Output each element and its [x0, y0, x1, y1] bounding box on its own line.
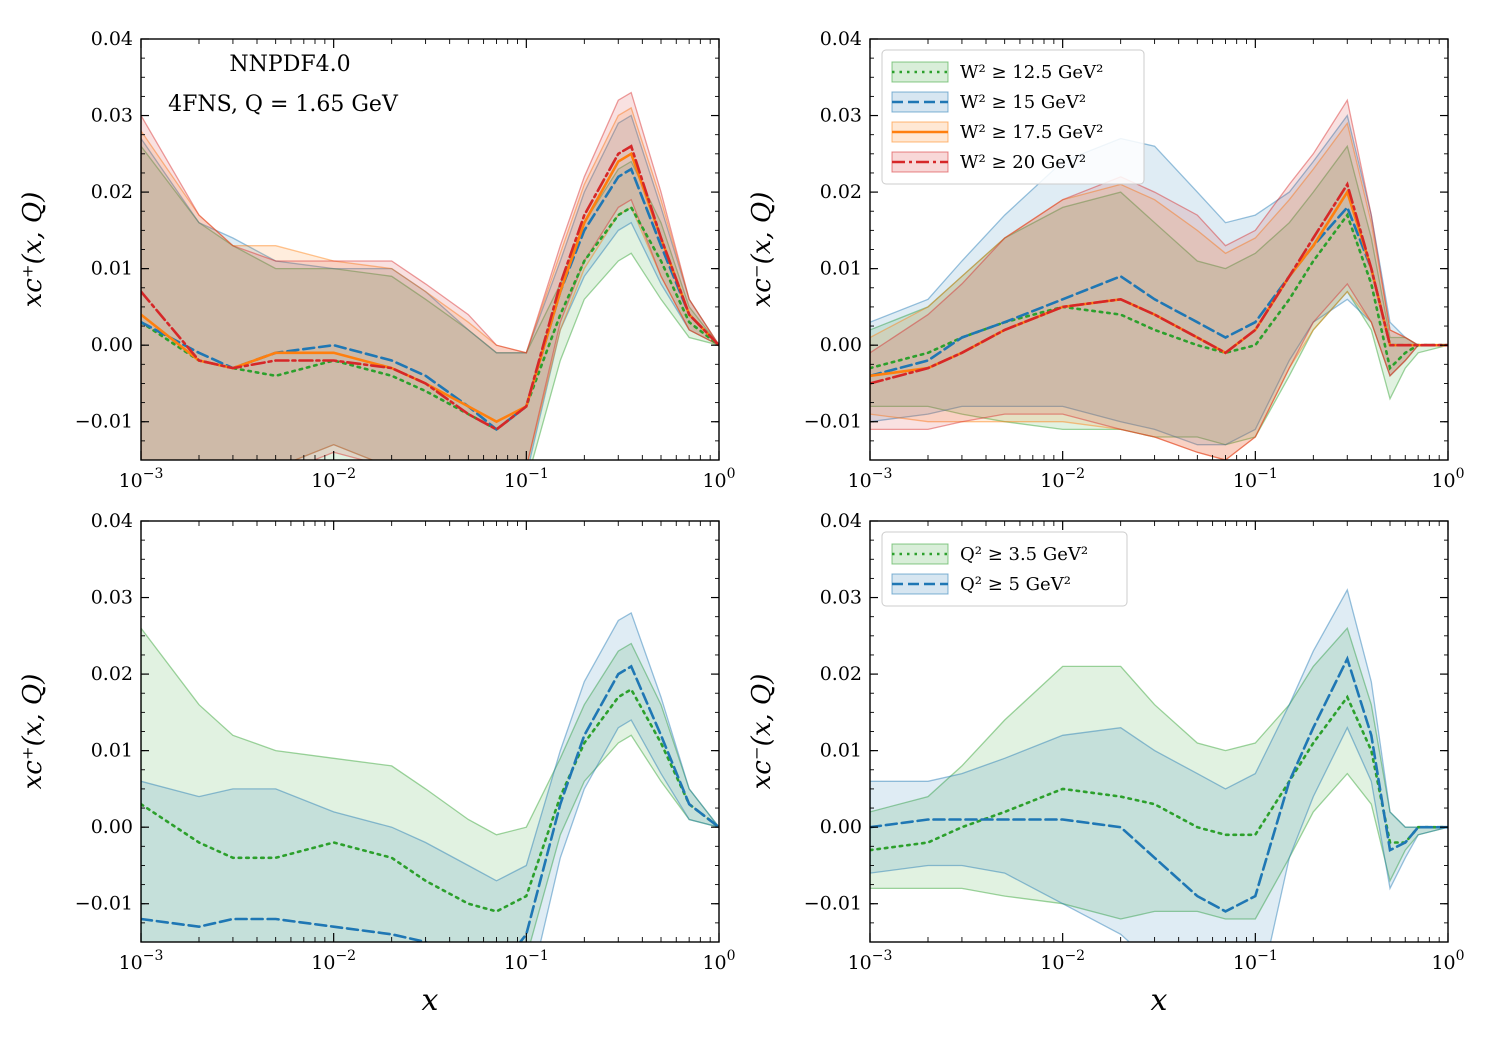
legend-top-right: W² ≥ 12.5 GeV² W² ≥ 15 GeV² W² ≥ 17.5 GeV²…	[881, 49, 1145, 185]
x-tick-label-top-right-2: 10−1	[1233, 466, 1278, 492]
y-tick-label-top-left-0: −0.01	[75, 411, 133, 433]
x-tick-label-bottom-right-3: 100	[1431, 948, 1464, 974]
y-tick-label-top-left-2: 0.01	[91, 258, 133, 280]
y-axis-label-bottom-right: xc⁻(x, Q)	[747, 674, 777, 790]
y-tick-label-bottom-right-3: 0.02	[820, 663, 862, 685]
legend-label-bottom-right-1: Q² ≥ 5 GeV²	[960, 574, 1071, 595]
band-bottom-right-1	[870, 588, 1448, 942]
band-bottom-left-1	[141, 611, 719, 942]
x-tick-label-bottom-left-3: 100	[702, 948, 735, 974]
x-tick-label-top-right-1: 10−2	[1040, 466, 1085, 492]
x-tick-label-bottom-right-2: 10−1	[1233, 948, 1278, 974]
series-line-top-left-3	[141, 144, 719, 431]
y-tick-label-bottom-right-4: 0.03	[820, 587, 862, 609]
y-tick-label-bottom-right-5: 0.04	[820, 510, 862, 532]
bands-bottom-right	[870, 588, 1448, 942]
x-tick-label-top-left-0: 10−3	[119, 466, 164, 492]
y-tick-label-top-right-4: 0.03	[820, 105, 862, 127]
y-tick-label-bottom-left-5: 0.04	[91, 510, 133, 532]
band-bottom-left-0	[141, 627, 719, 942]
y-tick-label-bottom-right-0: −0.01	[804, 893, 862, 915]
panel-bottom-left: −0.01 0.00 0.01 0.02 0.03 0.04 10−3 10−2 10−1 100…	[18, 510, 736, 1018]
y-axis-label-top-left: xc⁺(x, Q)	[18, 192, 48, 308]
annotation-subtitle: 4FNS, Q = 1.65 GeV	[168, 92, 399, 117]
y-tick-label-top-right-0: −0.01	[804, 411, 862, 433]
series-line-top-right-3	[870, 181, 1448, 385]
x-tick-label-top-right-3: 100	[1431, 466, 1464, 492]
y-axis-label-bottom-left: xc⁺(x, Q)	[18, 674, 48, 790]
y-tick-label-top-right-5: 0.04	[820, 28, 862, 50]
y-tick-label-bottom-left-1: 0.00	[91, 816, 133, 838]
legend-label-bottom-right-0: Q² ≥ 3.5 GeV²	[960, 544, 1088, 565]
panel-top-right: −0.01 0.00 0.01 0.02 0.03 0.04 10−3 10−2 10−1 100…	[747, 28, 1465, 492]
series-line-bottom-left-0	[141, 687, 719, 913]
x-tick-label-bottom-left-2: 10−1	[504, 948, 549, 974]
lines-top-left	[141, 144, 719, 432]
y-tick-label-top-left-5: 0.04	[91, 28, 133, 50]
y-tick-label-top-left-4: 0.03	[91, 105, 133, 127]
x-tick-label-bottom-left-0: 10−3	[119, 948, 164, 974]
legend-label-top-right-2: W² ≥ 17.5 GeV²	[960, 122, 1103, 143]
y-tick-label-bottom-left-3: 0.02	[91, 663, 133, 685]
y-tick-label-top-right-3: 0.02	[820, 181, 862, 203]
legend-label-top-right-3: W² ≥ 20 GeV²	[960, 152, 1086, 173]
x-tick-label-top-right-0: 10−3	[848, 466, 893, 492]
bands-top-right	[870, 98, 1448, 460]
series-line-bottom-left-1	[141, 664, 719, 942]
band-top-right-0	[870, 144, 1448, 446]
x-tick-label-top-left-2: 10−1	[504, 466, 549, 492]
lines-top-right	[870, 181, 1448, 385]
band-top-left-3	[141, 91, 719, 460]
lines-bottom-left	[141, 664, 719, 942]
x-axis-label-bottom-right: x	[1151, 983, 1168, 1018]
bands-bottom-left	[141, 611, 719, 942]
band-top-left-0	[141, 145, 719, 460]
y-tick-label-top-right-1: 0.00	[820, 334, 862, 356]
series-line-bottom-right-1	[870, 655, 1448, 913]
x-axis-label-bottom-left: x	[422, 983, 439, 1018]
series-line-top-left-2	[141, 151, 719, 424]
x-tick-label-bottom-right-0: 10−3	[848, 948, 893, 974]
legend-box-top-right	[881, 49, 1145, 185]
panel-bottom-right: −0.01 0.00 0.01 0.02 0.03 0.04 10−3 10−2 10−1 100…	[747, 510, 1465, 1018]
series-line-bottom-right-0	[870, 694, 1448, 852]
lines-bottom-right	[870, 655, 1448, 913]
x-tick-label-bottom-right-1: 10−2	[1040, 948, 1085, 974]
y-tick-label-bottom-left-0: −0.01	[75, 893, 133, 915]
legend-label-top-right-1: W² ≥ 15 GeV²	[960, 92, 1086, 113]
y-axis-label-top-right: xc⁻(x, Q)	[747, 192, 777, 308]
y-tick-label-top-left-3: 0.02	[91, 181, 133, 203]
axes-bottom-right: −0.01 0.00 0.01 0.02 0.03 0.04 10−3 10−2 10−1 100…	[747, 510, 1465, 974]
panel-top-left: −0.01 0.00 0.01 0.02 0.03 0.04 10−3 10−2 10−1 100…	[18, 28, 736, 492]
y-tick-label-top-left-1: 0.00	[91, 334, 133, 356]
band-bottom-right-0	[870, 626, 1448, 920]
axes-top-left: −0.01 0.00 0.01 0.02 0.03 0.04 10−3 10−2 10−1 100…	[18, 28, 736, 492]
y-tick-label-bottom-right-2: 0.01	[820, 740, 862, 762]
x-tick-label-top-left-3: 100	[702, 466, 735, 492]
legend-label-top-right-0: W² ≥ 12.5 GeV²	[960, 62, 1103, 83]
y-tick-label-top-right-2: 0.01	[820, 258, 862, 280]
x-tick-label-bottom-left-1: 10−2	[311, 948, 356, 974]
legend-bottom-right: Q² ≥ 3.5 GeV² Q² ≥ 5 GeV²	[881, 531, 1128, 607]
legend-box-bottom-right	[881, 531, 1128, 607]
axes-bottom-left: −0.01 0.00 0.01 0.02 0.03 0.04 10−3 10−2 10−1 100…	[18, 510, 736, 974]
annotation-title: NNPDF4.0	[229, 52, 350, 77]
y-tick-label-bottom-right-1: 0.00	[820, 816, 862, 838]
x-tick-label-top-left-1: 10−2	[311, 466, 356, 492]
y-tick-label-bottom-left-2: 0.01	[91, 740, 133, 762]
axes-top-right: −0.01 0.00 0.01 0.02 0.03 0.04 10−3 10−2 10−1 100…	[747, 28, 1465, 492]
y-tick-label-bottom-left-4: 0.03	[91, 587, 133, 609]
